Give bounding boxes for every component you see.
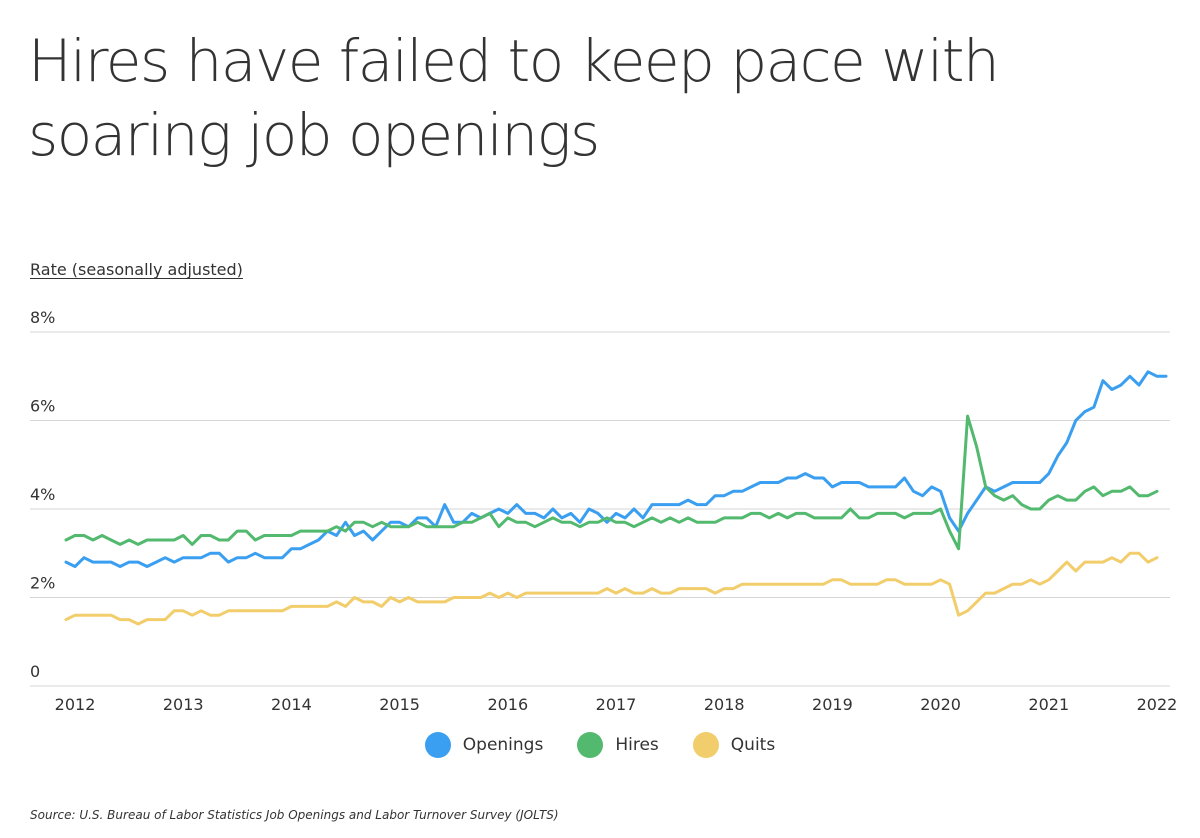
quits-legend-swatch	[692, 732, 719, 758]
gridlines	[30, 331, 1170, 687]
x-tick-label: 2018	[704, 695, 745, 714]
x-tick-label: 2017	[596, 695, 637, 714]
y-tick-label: 4%	[30, 485, 55, 504]
x-tick-label: 2020	[920, 695, 961, 714]
legend-item-hires: Hires	[577, 732, 659, 758]
x-axis-ticks: 2012 2013 2014 2015 2016 2017 2018 2019 2020 2021…	[55, 695, 1178, 714]
y-axis-label: Rate (seasonally adjusted)	[30, 260, 243, 279]
legend-item-quits: Quits	[692, 732, 776, 758]
y-tick-label: 0	[30, 662, 40, 681]
y-axis-ticks: 0 2% 4% 6% 8%	[30, 308, 55, 681]
legend-label-hires: Hires	[615, 735, 659, 755]
legend: Openings Hires Quits	[0, 732, 1200, 758]
x-tick-label: 2012	[55, 695, 96, 714]
series-line-quits	[64, 551, 1159, 626]
series-line-hires	[64, 414, 1159, 551]
y-tick-label: 2%	[30, 574, 55, 593]
series-line-openings	[64, 370, 1168, 568]
chart-title: Hires have failed to keep pace with soar…	[28, 27, 1000, 169]
x-tick-label: 2013	[163, 695, 204, 714]
legend-label-openings: Openings	[462, 735, 544, 755]
y-tick-label: 8%	[30, 308, 55, 327]
legend-item-openings: Openings	[424, 732, 544, 758]
x-tick-label: 2016	[487, 695, 528, 714]
openings-legend-swatch	[424, 732, 451, 758]
x-tick-label: 2015	[379, 695, 420, 714]
x-tick-label: 2022	[1137, 695, 1178, 714]
series-lines	[64, 370, 1168, 626]
hires-legend-swatch	[577, 732, 604, 758]
y-tick-label: 6%	[30, 397, 55, 416]
legend-label-quits: Quits	[730, 735, 776, 755]
x-tick-label: 2021	[1028, 695, 1069, 714]
x-tick-label: 2014	[271, 695, 312, 714]
source-note: Source: U.S. Bureau of Labor Statistics …	[30, 808, 559, 822]
x-tick-label: 2019	[812, 695, 853, 714]
